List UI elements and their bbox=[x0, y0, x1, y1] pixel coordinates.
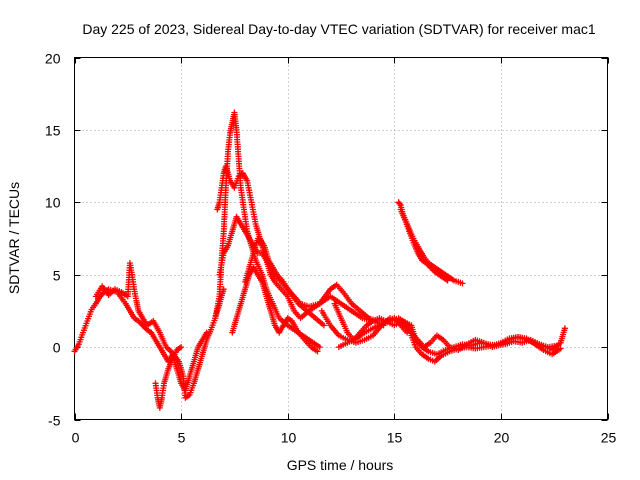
chart-title: Day 225 of 2023, Sidereal Day-to-day VTE… bbox=[82, 21, 595, 37]
data-point bbox=[459, 280, 466, 287]
y-tick-label: 15 bbox=[45, 123, 61, 139]
y-tick-label: 0 bbox=[53, 340, 61, 356]
x-tick-label: 5 bbox=[178, 430, 186, 446]
y-tick-label: 5 bbox=[53, 268, 61, 284]
data-point bbox=[557, 345, 564, 352]
series-arc-9 bbox=[331, 300, 560, 358]
grid-lines bbox=[74, 57, 608, 420]
series-arc-3 bbox=[152, 344, 185, 411]
series-arc-2 bbox=[92, 260, 227, 401]
x-tick-label: 25 bbox=[601, 430, 617, 446]
data-point bbox=[314, 348, 321, 355]
x-tick-label: 15 bbox=[387, 430, 403, 446]
axis-ticks: 0 5 10 15 20 25 -5 0 5 10 15 20 bbox=[45, 51, 617, 446]
series-arc-12 bbox=[395, 199, 466, 287]
data-point bbox=[320, 322, 327, 329]
data-point bbox=[178, 344, 185, 351]
data-point bbox=[444, 277, 451, 284]
data-point bbox=[561, 325, 568, 332]
x-tick-label: 10 bbox=[281, 430, 297, 446]
y-axis-label: SDTVAR / TECUs bbox=[6, 182, 22, 294]
series-arc-11 bbox=[335, 315, 564, 365]
x-tick-label: 20 bbox=[494, 430, 510, 446]
y-tick-label: -5 bbox=[48, 413, 61, 429]
y-tick-label: 20 bbox=[45, 51, 61, 67]
data-points bbox=[71, 109, 568, 411]
data-point bbox=[316, 344, 323, 351]
plot-frame bbox=[74, 57, 608, 420]
y-tick-label: 10 bbox=[45, 195, 61, 211]
x-tick-label: 0 bbox=[72, 430, 80, 446]
x-axis-label: GPS time / hours bbox=[287, 457, 394, 473]
series-arc-13 bbox=[397, 206, 451, 284]
series-arc-7 bbox=[229, 264, 321, 355]
series-arc-1 bbox=[71, 286, 210, 394]
